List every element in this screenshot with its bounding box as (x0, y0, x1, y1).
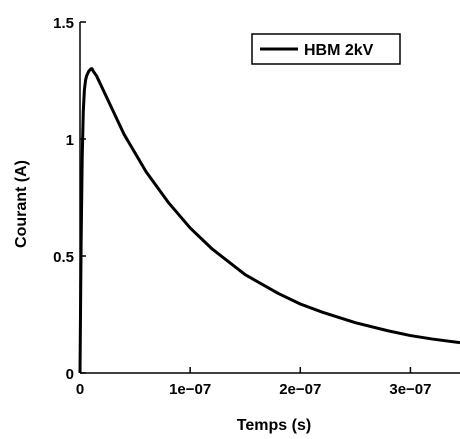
legend: HBM 2kV (251, 33, 401, 65)
x-tick-label: 0 (76, 381, 84, 398)
x-axis-title: Temps (s) (237, 417, 311, 434)
y-axis-ticks: 0 0.5 1 1.5 (53, 15, 86, 383)
y-tick-label: 1.5 (53, 15, 74, 32)
legend-label: HBM 2kV (304, 42, 374, 59)
x-tick-label: 2e−07 (279, 381, 321, 398)
series-line-0 (78, 67, 460, 374)
x-tick-label: 1e−07 (169, 381, 211, 398)
y-tick-label: 0 (66, 366, 74, 383)
x-axis-ticks: 0 1e−07 2e−07 3e−07 (76, 367, 432, 398)
y-axis-title: Courant (A) (13, 160, 30, 248)
y-tick-label: 1 (66, 132, 74, 149)
y-tick-label: 0.5 (53, 249, 74, 266)
x-tick-label: 3e−07 (389, 381, 431, 398)
plot-area (78, 22, 460, 374)
